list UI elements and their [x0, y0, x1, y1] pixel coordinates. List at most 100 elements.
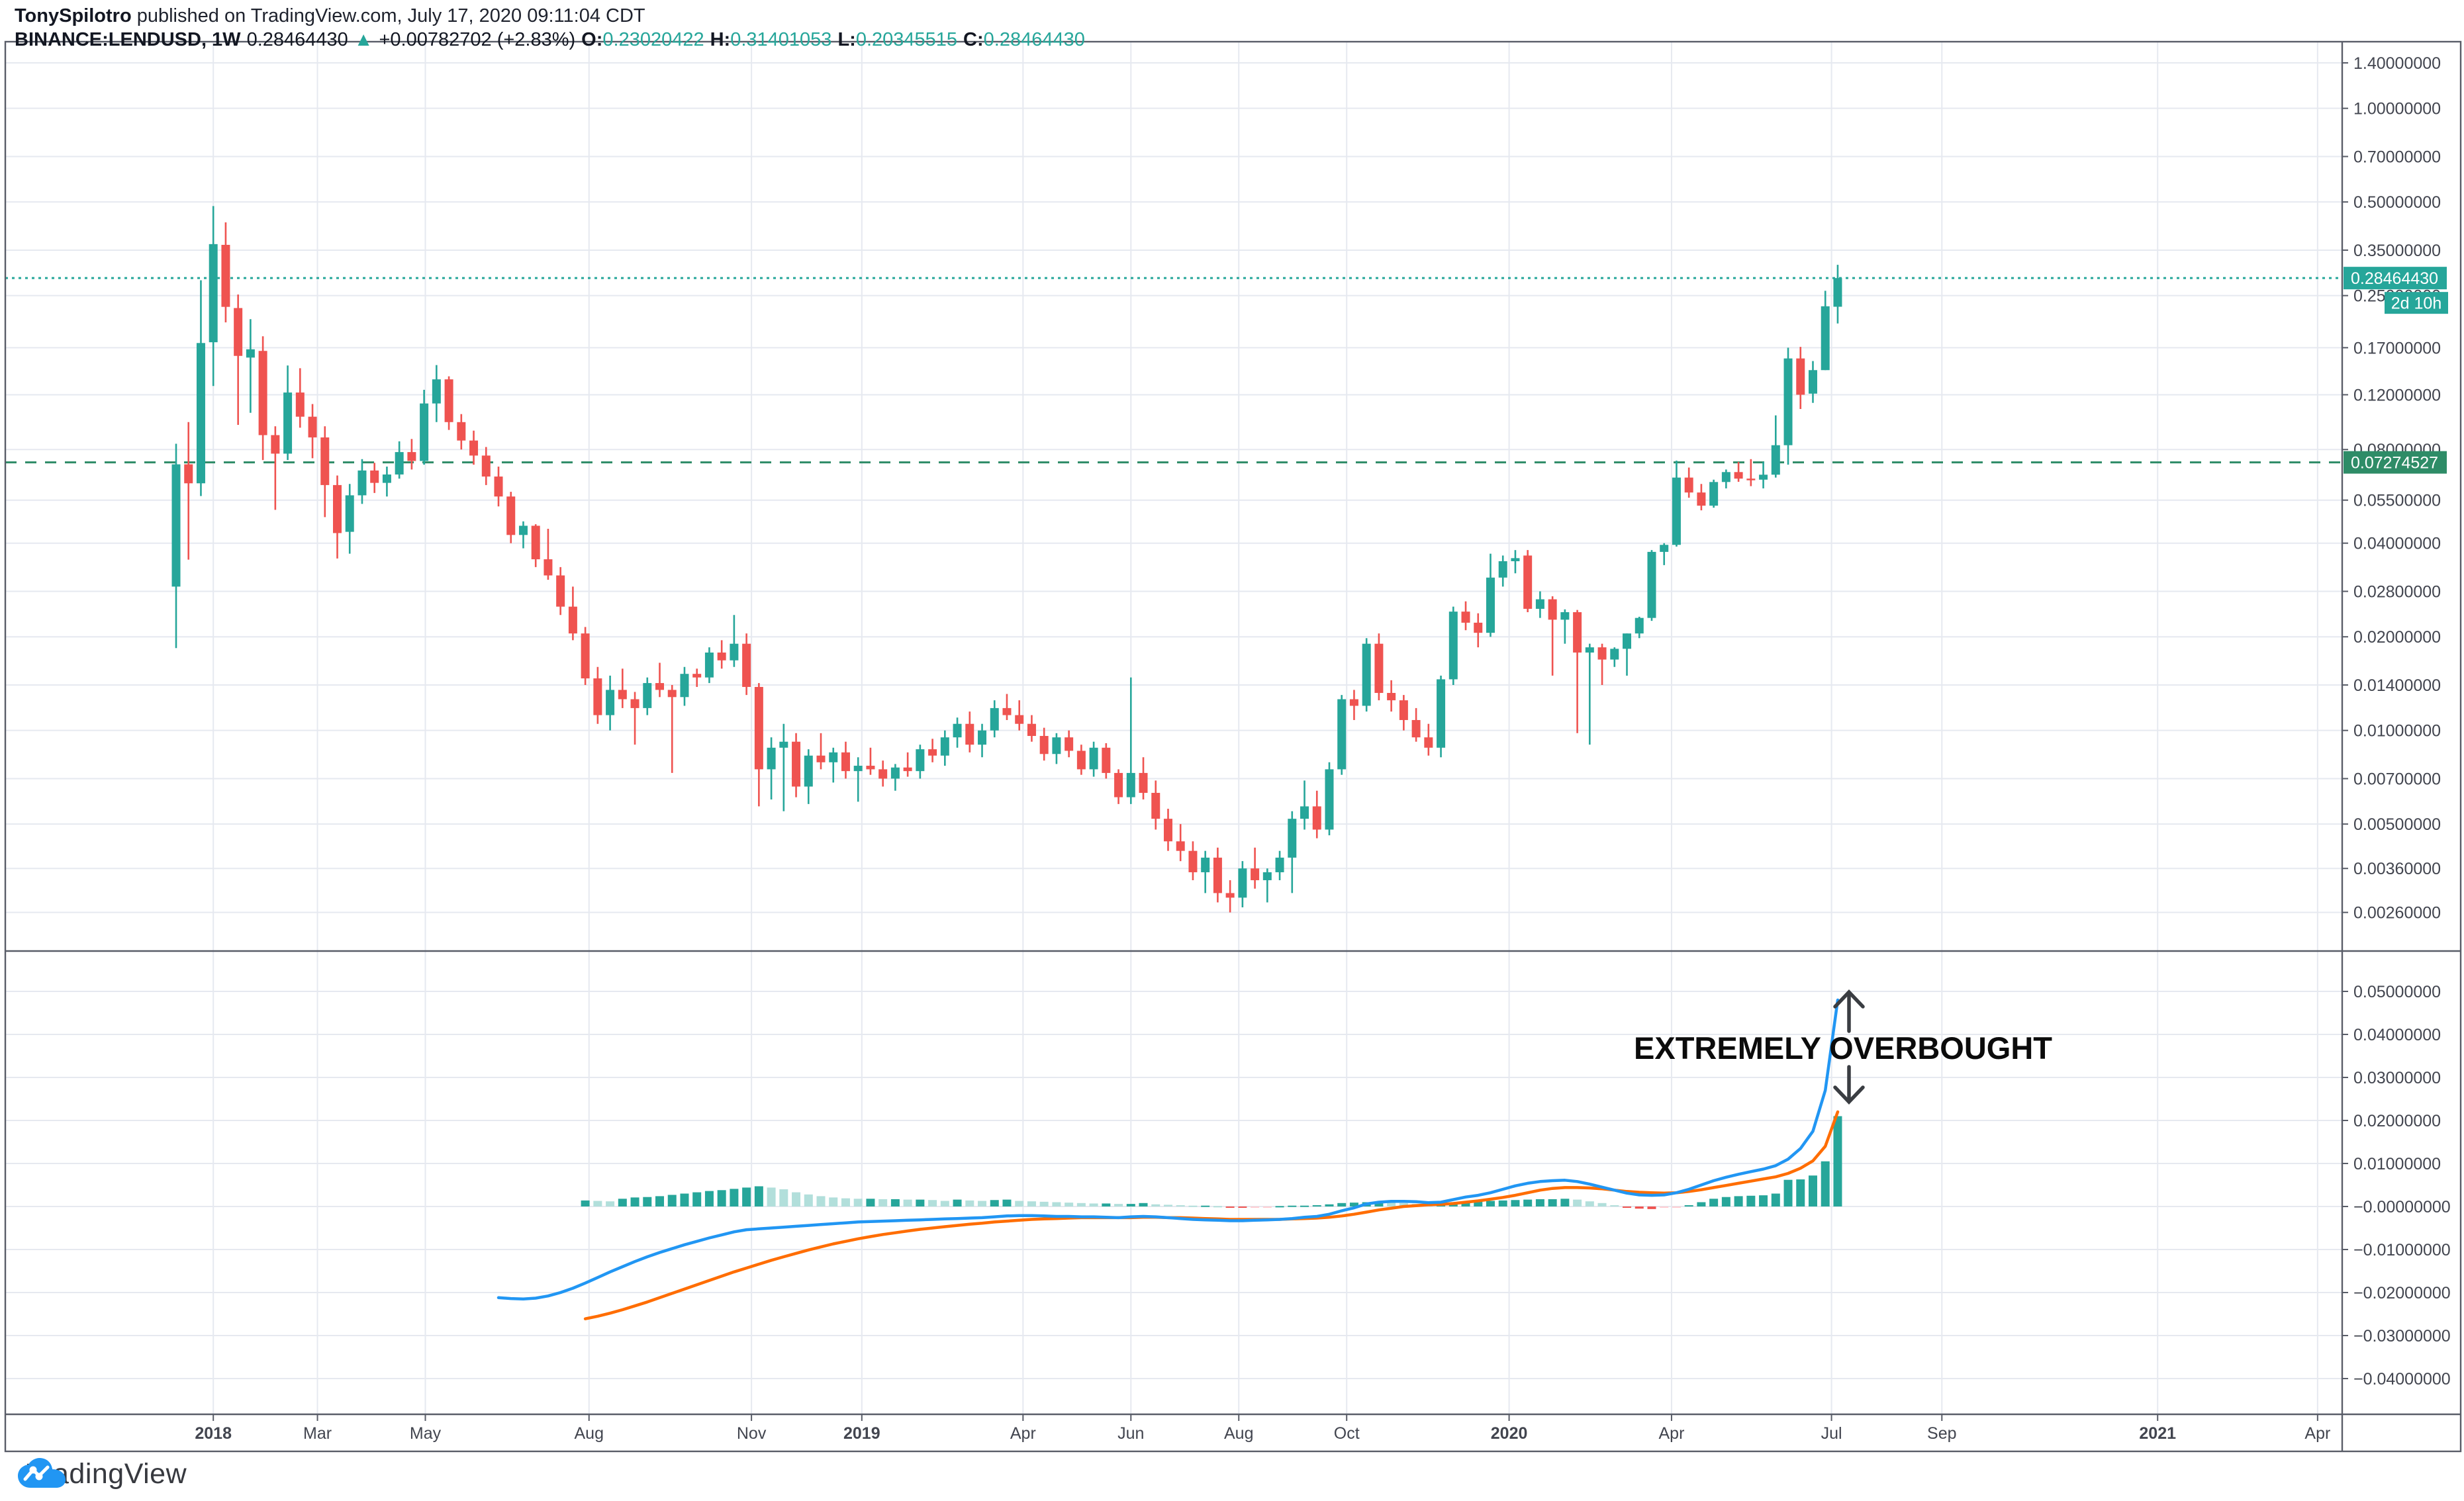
macd-histogram-bar: [953, 1199, 962, 1206]
double-arrow[interactable]: [1833, 989, 1865, 1105]
candle-body: [593, 678, 602, 715]
candle-body: [432, 379, 441, 404]
tradingview-watermark[interactable]: TradingView: [17, 1458, 187, 1490]
candle-body: [916, 749, 925, 772]
macd-histogram-bar: [1486, 1201, 1495, 1206]
candle-body: [1771, 445, 1780, 475]
candle-body: [1684, 477, 1693, 493]
candle-body: [1783, 358, 1793, 445]
price-tick-label: 1.40000000: [2353, 54, 2441, 73]
candle-body: [518, 525, 528, 535]
annotation-group[interactable]: EXTREMELY OVERBOUGHT: [1634, 989, 2052, 1105]
open-label: O:: [581, 29, 603, 50]
candle-body: [730, 643, 739, 660]
candle-body: [345, 495, 354, 532]
macd-histogram-bar: [1325, 1204, 1334, 1206]
macd-histogram-bar: [1759, 1195, 1768, 1206]
macd-signal-line[interactable]: [583, 1110, 1840, 1320]
price-tick-label: 0.00500000: [2353, 815, 2441, 834]
candle-body: [1474, 622, 1483, 633]
candle-body: [1325, 769, 1334, 830]
macd-histogram-bar: [643, 1197, 652, 1206]
candle-body: [1027, 723, 1036, 737]
macd-histogram-bar: [1065, 1203, 1074, 1206]
price-tick-label: 0.02800000: [2353, 583, 2441, 602]
current-price-badge-bg: [2344, 267, 2447, 290]
last-price: 0.28464430: [246, 29, 348, 50]
current-price-badge: 0.28464430: [2344, 267, 2447, 290]
candle-body: [1498, 561, 1507, 578]
macd-histogram-bar: [667, 1195, 677, 1206]
time-axis[interactable]: 2018 Mar May Aug Nov 2019 Apr Jun Aug Oct 2020 Apr J…: [195, 1414, 2330, 1443]
macd-histogram-bar: [1225, 1206, 1235, 1208]
candle-body: [816, 755, 826, 762]
candle-body: [283, 392, 293, 454]
pane-borders: [4, 40, 2462, 1453]
price-tick-label: 0.02000000: [2353, 628, 2441, 647]
alert-price-badge-text: 0.07274527: [2351, 454, 2438, 473]
time-tick-label: 2021: [2139, 1424, 2176, 1443]
price-tick-label: 0.04000000: [2353, 535, 2441, 553]
time-tick-label: 2020: [1491, 1424, 1528, 1443]
macd-histogram-bar: [792, 1192, 801, 1206]
macd-tick-label: 0.04000000: [2353, 1026, 2441, 1044]
candle-body: [890, 767, 900, 779]
down-arrow-head-icon: [1833, 1085, 1865, 1105]
price-axis[interactable]: 1.40000000 1.00000000 0.70000000 0.50000000…: [2342, 54, 2441, 923]
candle-body: [792, 741, 801, 787]
macd-histogram-bar: [1188, 1205, 1198, 1207]
macd-axis[interactable]: 0.05000000 0.04000000 0.03000000 0.02000000…: [2342, 983, 2451, 1388]
candle-body: [1201, 857, 1210, 872]
alert-price-badge: 0.07274527: [2344, 451, 2447, 474]
candle-body: [1102, 747, 1111, 773]
alert-price-badge-bg: [2344, 451, 2447, 474]
macd-histogram-bar: [1623, 1206, 1632, 1208]
macd-histogram-bar: [1697, 1202, 1706, 1206]
candle-body: [209, 244, 218, 343]
author-name: TonySpilotro: [15, 5, 132, 26]
candle-body: [1275, 857, 1284, 872]
candle-body: [506, 496, 516, 535]
macd-histogram-bar: [1548, 1199, 1557, 1206]
candle-body: [928, 749, 937, 756]
macd-histogram-bar: [1251, 1206, 1260, 1208]
macd-histogram-bar: [1337, 1203, 1347, 1206]
price-tick-label: 0.00360000: [2353, 860, 2441, 878]
macd-histogram-bar: [730, 1189, 739, 1206]
macd-histogram[interactable]: [581, 1116, 1842, 1209]
macd-histogram-bar: [1511, 1200, 1520, 1206]
candlestick-series[interactable]: [171, 206, 1842, 913]
candle-body: [1114, 772, 1123, 797]
price-tick-label: 0.01000000: [2353, 722, 2441, 741]
time-tick-label: Jun: [1117, 1424, 1144, 1443]
time-tick-label: Sep: [1927, 1424, 1956, 1443]
candle-body: [841, 752, 850, 772]
candle-body: [1151, 792, 1161, 819]
macd-tick-label: 0.02000000: [2353, 1112, 2441, 1130]
candle-body: [965, 723, 974, 745]
extremely-overbought-label[interactable]: EXTREMELY OVERBOUGHT: [1634, 1030, 2052, 1066]
macd-line[interactable]: [497, 998, 1840, 1301]
candle-body: [1821, 306, 1830, 371]
macd-histogram-bar: [630, 1197, 640, 1206]
macd-histogram-bar: [1238, 1206, 1247, 1208]
up-triangle-icon: ▲: [354, 29, 373, 50]
current-price-badge-text: 0.28464430: [2351, 269, 2438, 288]
time-tick-label: Aug: [575, 1424, 604, 1443]
candle-body: [308, 416, 317, 437]
macd-histogram-bar: [1573, 1199, 1582, 1206]
candle-body: [1188, 850, 1198, 872]
candle-body: [1437, 679, 1446, 748]
macd-histogram-bar: [606, 1201, 615, 1206]
macd-histogram-bar: [1052, 1202, 1061, 1206]
symbol-label[interactable]: BINANCE:LENDUSD, 1W: [15, 29, 241, 50]
candle-body: [1238, 868, 1247, 898]
macd-histogram-bar: [1808, 1175, 1817, 1206]
price-tick-label: 1.00000000: [2353, 100, 2441, 118]
candle-body: [382, 474, 391, 483]
candle-body: [271, 435, 280, 454]
macd-histogram-bar: [1114, 1204, 1123, 1206]
macd-histogram-bar: [1461, 1202, 1470, 1206]
macd-histogram-bar: [1833, 1116, 1842, 1206]
